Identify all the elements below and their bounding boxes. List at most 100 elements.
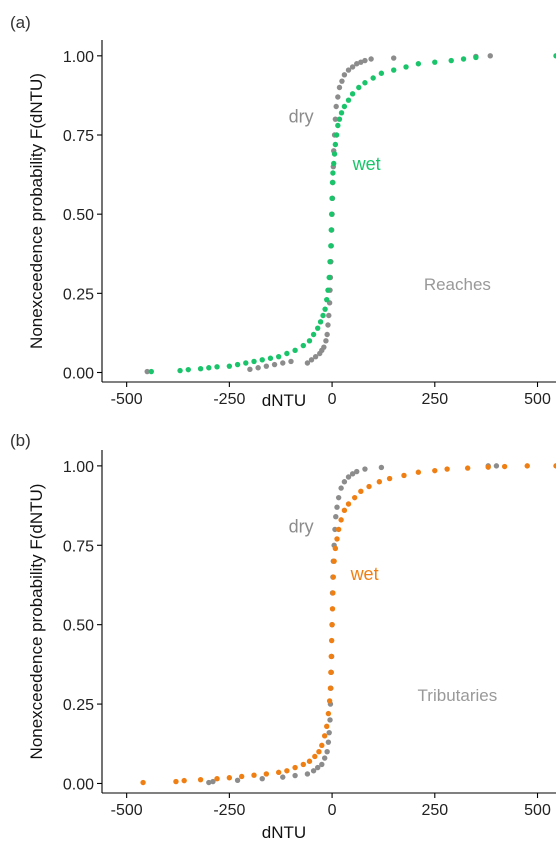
data-point-wet bbox=[327, 685, 334, 691]
data-point-wet bbox=[473, 54, 479, 61]
data-point-wet bbox=[341, 507, 348, 514]
series-dry bbox=[206, 463, 500, 786]
data-point-dry bbox=[332, 526, 338, 533]
data-point-dry bbox=[271, 361, 278, 368]
data-point-dry bbox=[259, 776, 265, 782]
data-point-dry bbox=[315, 764, 321, 771]
data-point-wet bbox=[341, 103, 348, 110]
data-point-dry bbox=[310, 768, 317, 774]
y-tick-label: 1.00 bbox=[63, 49, 94, 66]
data-point-wet bbox=[197, 776, 204, 783]
x-tick-label: 500 bbox=[524, 391, 551, 408]
data-point-wet bbox=[415, 469, 422, 475]
data-point-dry bbox=[304, 771, 311, 777]
y-tick-label: 0.75 bbox=[63, 128, 94, 145]
panel-b: (b) -500 -250 0 250 500 0.00 0.25 0.50 0.75 1.00 dN… bbox=[10, 431, 556, 842]
series-label-wet: wet bbox=[352, 154, 381, 174]
data-point-wet bbox=[322, 306, 328, 312]
data-point-dry bbox=[292, 772, 298, 779]
data-point-dry bbox=[341, 479, 348, 485]
x-tick-label: -250 bbox=[213, 802, 245, 819]
data-point-dry bbox=[321, 755, 328, 761]
data-point-wet bbox=[391, 67, 397, 73]
data-point-wet bbox=[376, 479, 383, 485]
data-point-dry bbox=[391, 55, 397, 61]
data-point-wet bbox=[306, 758, 313, 764]
data-point-wet bbox=[327, 258, 333, 265]
data-point-dry bbox=[378, 464, 385, 471]
x-axis-title: dNTU bbox=[262, 823, 306, 842]
region-annotation: Tributaries bbox=[418, 686, 498, 705]
data-point-wet bbox=[329, 621, 335, 628]
data-point-wet bbox=[330, 574, 337, 580]
y-tick-label: 0.00 bbox=[63, 776, 94, 793]
series-label-wet: wet bbox=[350, 564, 379, 584]
data-point-wet bbox=[328, 669, 334, 676]
data-point-wet bbox=[312, 753, 318, 760]
data-point-wet bbox=[331, 558, 337, 564]
data-point-wet bbox=[234, 361, 241, 368]
data-point-wet bbox=[386, 475, 393, 482]
data-point-dry bbox=[325, 739, 332, 745]
x-axis-title: dNTU bbox=[262, 391, 306, 410]
data-point-dry bbox=[362, 466, 368, 472]
data-point-wet bbox=[524, 463, 530, 469]
data-point-dry bbox=[358, 59, 364, 65]
data-point-wet bbox=[415, 61, 422, 67]
data-point-wet bbox=[300, 761, 307, 768]
data-point-dry bbox=[341, 72, 348, 78]
data-point-wet bbox=[358, 488, 364, 494]
data-point-wet bbox=[284, 350, 290, 357]
series-label-dry: dry bbox=[289, 517, 314, 537]
data-point-wet bbox=[324, 296, 330, 303]
data-point-wet bbox=[329, 179, 336, 186]
x-tick-label: 500 bbox=[524, 802, 551, 819]
data-point-dry bbox=[339, 78, 345, 84]
data-point-wet bbox=[553, 53, 556, 59]
data-point-wet bbox=[335, 526, 342, 533]
data-point-wet bbox=[345, 97, 352, 103]
x-tick-label: -500 bbox=[111, 391, 143, 408]
data-point-dry bbox=[333, 103, 339, 110]
data-point-wet bbox=[328, 211, 335, 217]
data-point-dry bbox=[324, 749, 330, 755]
data-point-dry bbox=[206, 779, 212, 786]
data-point-dry bbox=[210, 778, 216, 785]
y-tick-label: 0.50 bbox=[63, 207, 94, 224]
data-point-wet bbox=[329, 195, 335, 202]
data-point-wet bbox=[315, 325, 321, 331]
data-point-wet bbox=[226, 775, 233, 781]
data-point-wet bbox=[553, 463, 556, 469]
data-point-wet bbox=[292, 347, 298, 354]
data-point-wet bbox=[306, 338, 313, 344]
data-point-dry bbox=[323, 338, 329, 344]
data-point-wet bbox=[460, 56, 467, 62]
data-point-wet bbox=[316, 749, 322, 755]
data-point-wet bbox=[328, 653, 334, 660]
data-point-dry bbox=[332, 116, 339, 122]
data-point-dry bbox=[354, 61, 360, 67]
data-point-wet bbox=[338, 517, 344, 523]
series-label-dry: dry bbox=[289, 106, 314, 126]
data-point-dry bbox=[255, 365, 261, 371]
data-point-wet bbox=[206, 365, 212, 371]
y-tick-label: 0.75 bbox=[63, 538, 94, 555]
data-point-wet bbox=[332, 545, 339, 552]
data-point-dry bbox=[326, 729, 332, 736]
data-point-dry bbox=[324, 331, 330, 338]
data-point-dry bbox=[326, 312, 332, 319]
y-tick-label: 0.25 bbox=[63, 286, 94, 303]
data-point-wet bbox=[328, 637, 335, 644]
panel-label: (a) bbox=[10, 13, 31, 32]
data-point-dry bbox=[335, 494, 342, 501]
data-point-wet bbox=[331, 151, 338, 157]
data-point-wet bbox=[370, 75, 376, 81]
data-point-dry bbox=[493, 463, 500, 469]
data-point-wet bbox=[275, 769, 282, 776]
y-tick-label: 0.25 bbox=[63, 697, 94, 714]
data-point-wet bbox=[501, 463, 508, 470]
y-axis-title: Nonexceedence probability F(dNTU) bbox=[27, 73, 46, 349]
data-point-wet bbox=[336, 116, 343, 122]
data-point-wet bbox=[356, 84, 362, 91]
data-point-wet bbox=[267, 355, 274, 361]
